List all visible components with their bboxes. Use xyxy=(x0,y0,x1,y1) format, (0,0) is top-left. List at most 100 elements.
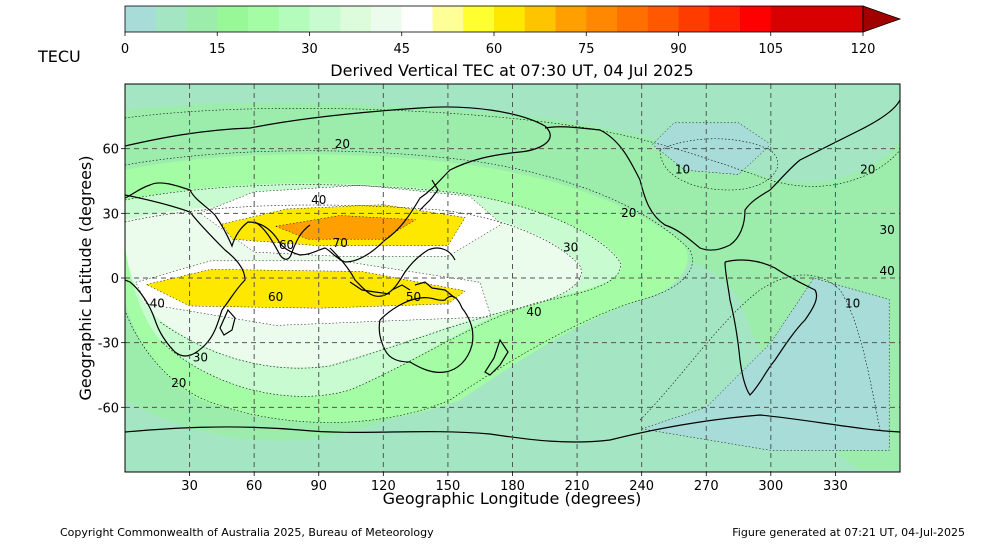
x-tick-label: 300 xyxy=(758,479,783,494)
colorbar-cell xyxy=(832,6,864,32)
coastline-north-america xyxy=(544,99,900,251)
contour-label: 60 xyxy=(279,238,294,252)
contour-label: 40 xyxy=(150,296,165,310)
colorbar-cell xyxy=(586,6,618,32)
x-tick-label: 60 xyxy=(246,479,263,494)
y-tick-label: -60 xyxy=(98,401,119,416)
y-tick-label: 30 xyxy=(102,207,119,222)
colorbar-cell xyxy=(617,6,649,32)
y-tick-label: -30 xyxy=(98,337,119,352)
colorbar-cell xyxy=(217,6,249,32)
contour-label: 10 xyxy=(675,163,690,177)
contour-labels: 20 40 60 70 60 50 40 30 20 40 30 20 10 20 30 40 10 xyxy=(150,137,895,390)
x-axis-label: Geographic Longitude (degrees) xyxy=(383,489,642,508)
y-axis-label: Geographic Latitude (degrees) xyxy=(76,155,95,400)
contour-line xyxy=(125,184,621,397)
x-tick-label: 330 xyxy=(823,479,848,494)
colorbar-cell xyxy=(494,6,526,32)
coastline-australia xyxy=(378,295,474,373)
colorbar-tick-label: 15 xyxy=(209,42,226,57)
x-tick-label: 180 xyxy=(500,479,525,494)
coastline-new-zealand xyxy=(484,338,509,376)
contour-label: 60 xyxy=(268,290,283,304)
colorbar-ticks: 0 15 30 45 60 75 90 105 120 xyxy=(121,32,875,57)
colorbar-cell xyxy=(248,6,280,32)
copyright-note: Copyright Commonwealth of Australia 2025… xyxy=(60,526,434,539)
map-panel: 20 40 60 70 60 50 40 30 20 40 30 20 10 20 30 40 10 xyxy=(125,84,900,472)
coastline-eurasia xyxy=(125,106,551,263)
colorbar-cell xyxy=(555,6,587,32)
coastline-south-america xyxy=(724,259,818,396)
contour-label: 70 xyxy=(333,236,348,250)
coastline-madagascar xyxy=(219,308,236,336)
x-axis-ticks: 30 60 90 120 150 180 210 240 270 300 330 xyxy=(181,472,848,494)
colorbar-cell xyxy=(278,6,310,32)
gridlines xyxy=(125,84,900,472)
contour-label: 20 xyxy=(860,163,875,177)
colorbar-cell xyxy=(463,6,495,32)
x-tick-label: 270 xyxy=(694,479,719,494)
x-tick-label: 30 xyxy=(181,479,198,494)
y-tick-label: 60 xyxy=(102,143,119,158)
colorbar-tick-label: 45 xyxy=(393,42,410,57)
tec-region-70 xyxy=(275,215,416,240)
colorbar-cell xyxy=(524,6,556,32)
coastline-antarctica xyxy=(125,414,900,443)
colorbar-cell xyxy=(801,6,833,32)
colorbar-cell xyxy=(309,6,341,32)
colorbar-tick-label: 90 xyxy=(670,42,687,57)
y-axis-ticks: 60 30 0 -30 -60 xyxy=(98,143,125,416)
colorbar-cell xyxy=(432,6,464,32)
contour-label: 20 xyxy=(621,206,636,220)
colorbar-cell xyxy=(155,6,187,32)
chart-title: Derived Vertical TEC at 07:30 UT, 04 Jul… xyxy=(330,61,693,80)
generated-timestamp: Figure generated at 07:21 UT, 04-Jul-202… xyxy=(732,526,965,539)
colorbar-tick-label: 105 xyxy=(758,42,783,57)
colorbar-cell xyxy=(371,6,403,32)
tec-region-60 xyxy=(146,269,466,309)
contour-label: 40 xyxy=(311,193,326,207)
contour-lines xyxy=(125,107,900,431)
y-tick-label: 0 xyxy=(111,272,119,287)
x-tick-label: 120 xyxy=(371,479,396,494)
coastline-japan xyxy=(419,179,439,211)
contour-line xyxy=(659,138,779,191)
colorbar-cell xyxy=(186,6,218,32)
colorbar-cell xyxy=(678,6,710,32)
contour-label: 10 xyxy=(845,296,860,310)
colorbar-cell xyxy=(770,6,802,32)
colorbar-cell xyxy=(125,6,157,32)
contour-label: 20 xyxy=(171,376,186,390)
contour-label: 50 xyxy=(406,290,421,304)
colorbar-cell xyxy=(709,6,741,32)
contour-line xyxy=(125,150,693,423)
colorbar-tick-label: 0 xyxy=(121,42,129,57)
contour-label: 40 xyxy=(526,305,541,319)
coastline-india xyxy=(254,221,311,260)
contour-line xyxy=(125,204,582,369)
colorbar-unit-label: TECU xyxy=(37,47,81,66)
colorbar-cell xyxy=(401,6,433,32)
coastlines xyxy=(125,99,900,443)
x-tick-label: 150 xyxy=(436,479,461,494)
contour-label: 40 xyxy=(879,264,894,278)
colorbar-cells xyxy=(125,6,864,32)
x-tick-label: 90 xyxy=(310,479,327,494)
contour-label: 20 xyxy=(335,137,350,151)
colorbar-extend-arrow xyxy=(862,5,902,33)
contour-label: 30 xyxy=(879,223,894,237)
colorbar: 0 15 30 45 60 75 90 105 120 TECU xyxy=(37,5,902,66)
contour-label: 30 xyxy=(193,350,208,364)
colorbar-cell xyxy=(340,6,372,32)
colorbar-tick-label: 60 xyxy=(486,42,503,57)
x-tick-label: 210 xyxy=(565,479,590,494)
coastline-africa xyxy=(125,194,246,357)
colorbar-cell xyxy=(647,6,679,32)
contour-label: 30 xyxy=(563,240,578,254)
colorbar-tick-label: 30 xyxy=(301,42,318,57)
coastline-se-asia xyxy=(329,247,456,297)
colorbar-cell xyxy=(740,6,772,32)
x-tick-label: 240 xyxy=(629,479,654,494)
colorbar-tick-label: 75 xyxy=(578,42,595,57)
